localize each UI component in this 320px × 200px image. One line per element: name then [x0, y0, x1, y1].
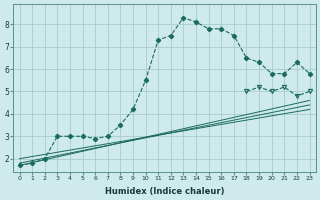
- X-axis label: Humidex (Indice chaleur): Humidex (Indice chaleur): [105, 187, 224, 196]
